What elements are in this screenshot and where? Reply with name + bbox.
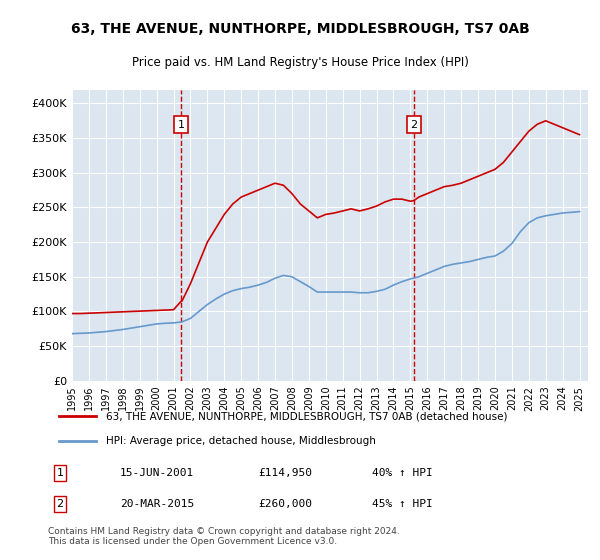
Text: 1: 1 [56,468,64,478]
Text: 1: 1 [178,119,185,129]
Text: HPI: Average price, detached house, Middlesbrough: HPI: Average price, detached house, Midd… [106,436,376,446]
Text: 45% ↑ HPI: 45% ↑ HPI [372,499,433,509]
Text: £260,000: £260,000 [258,499,312,509]
Text: 63, THE AVENUE, NUNTHORPE, MIDDLESBROUGH, TS7 0AB (detached house): 63, THE AVENUE, NUNTHORPE, MIDDLESBROUGH… [106,411,508,421]
Text: 2: 2 [56,499,64,509]
Text: Contains HM Land Registry data © Crown copyright and database right 2024.
This d: Contains HM Land Registry data © Crown c… [48,526,400,546]
Text: Price paid vs. HM Land Registry's House Price Index (HPI): Price paid vs. HM Land Registry's House … [131,56,469,69]
Text: 20-MAR-2015: 20-MAR-2015 [120,499,194,509]
Text: 2: 2 [410,119,418,129]
Text: 40% ↑ HPI: 40% ↑ HPI [372,468,433,478]
Text: 15-JUN-2001: 15-JUN-2001 [120,468,194,478]
Text: £114,950: £114,950 [258,468,312,478]
Text: 63, THE AVENUE, NUNTHORPE, MIDDLESBROUGH, TS7 0AB: 63, THE AVENUE, NUNTHORPE, MIDDLESBROUGH… [71,22,529,36]
